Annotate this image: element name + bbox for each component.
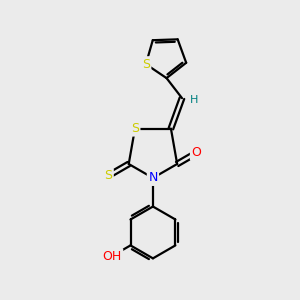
Text: S: S	[142, 58, 150, 71]
Text: S: S	[104, 169, 112, 182]
Text: H: H	[190, 94, 199, 105]
Text: S: S	[131, 122, 139, 135]
Text: OH: OH	[103, 250, 122, 262]
Text: N: N	[148, 172, 158, 184]
Text: O: O	[191, 146, 201, 159]
